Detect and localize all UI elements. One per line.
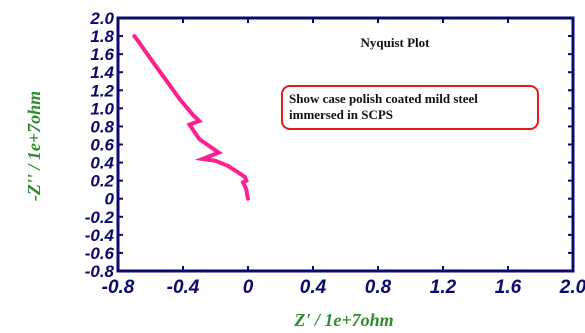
y-tick-label: 0.8 [90,117,114,136]
plot-frame [116,16,575,273]
y-tick-label: 0.2 [90,172,114,191]
x-axis-title: Z' / 1e+7ohm [293,310,393,330]
x-tick-label: -0.8 [102,277,135,298]
y-tick-label: 0.4 [90,154,114,173]
x-tick-label: 0.8 [365,277,392,298]
y-axis-title: -Z'' / 1e+7ohm [24,91,44,201]
y-tick-label: 0 [105,190,115,209]
y-tick-label: -0.4 [85,226,115,245]
annotation-box [281,85,539,130]
x-tick-label: 1.6 [495,277,522,298]
y-tick-label: 1.4 [90,63,114,82]
y-tick-label: -0.8 [85,262,115,281]
y-tick-label: 0.6 [90,136,114,155]
x-tick-label: 2.0 [559,277,585,298]
annotation-text: Show case polish coated mild steel immer… [289,91,481,122]
y-tick-label: 2.0 [89,9,114,28]
y-tick-label: 1.2 [90,81,114,100]
x-tick-label: 0 [243,277,254,298]
x-tick-label: 0.4 [300,277,327,298]
chart-title: Nyquist Plot [361,35,431,50]
y-tick-label: 1.6 [90,45,114,64]
x-tick-label: -0.4 [167,277,200,298]
series-line [132,34,250,201]
y-tick-label: 1.0 [90,99,114,118]
y-tick-label: -0.6 [85,244,115,263]
y-tick-label: 1.8 [90,27,114,46]
x-tick-label: 1.2 [430,277,457,298]
y-tick-label: -0.2 [85,208,115,227]
